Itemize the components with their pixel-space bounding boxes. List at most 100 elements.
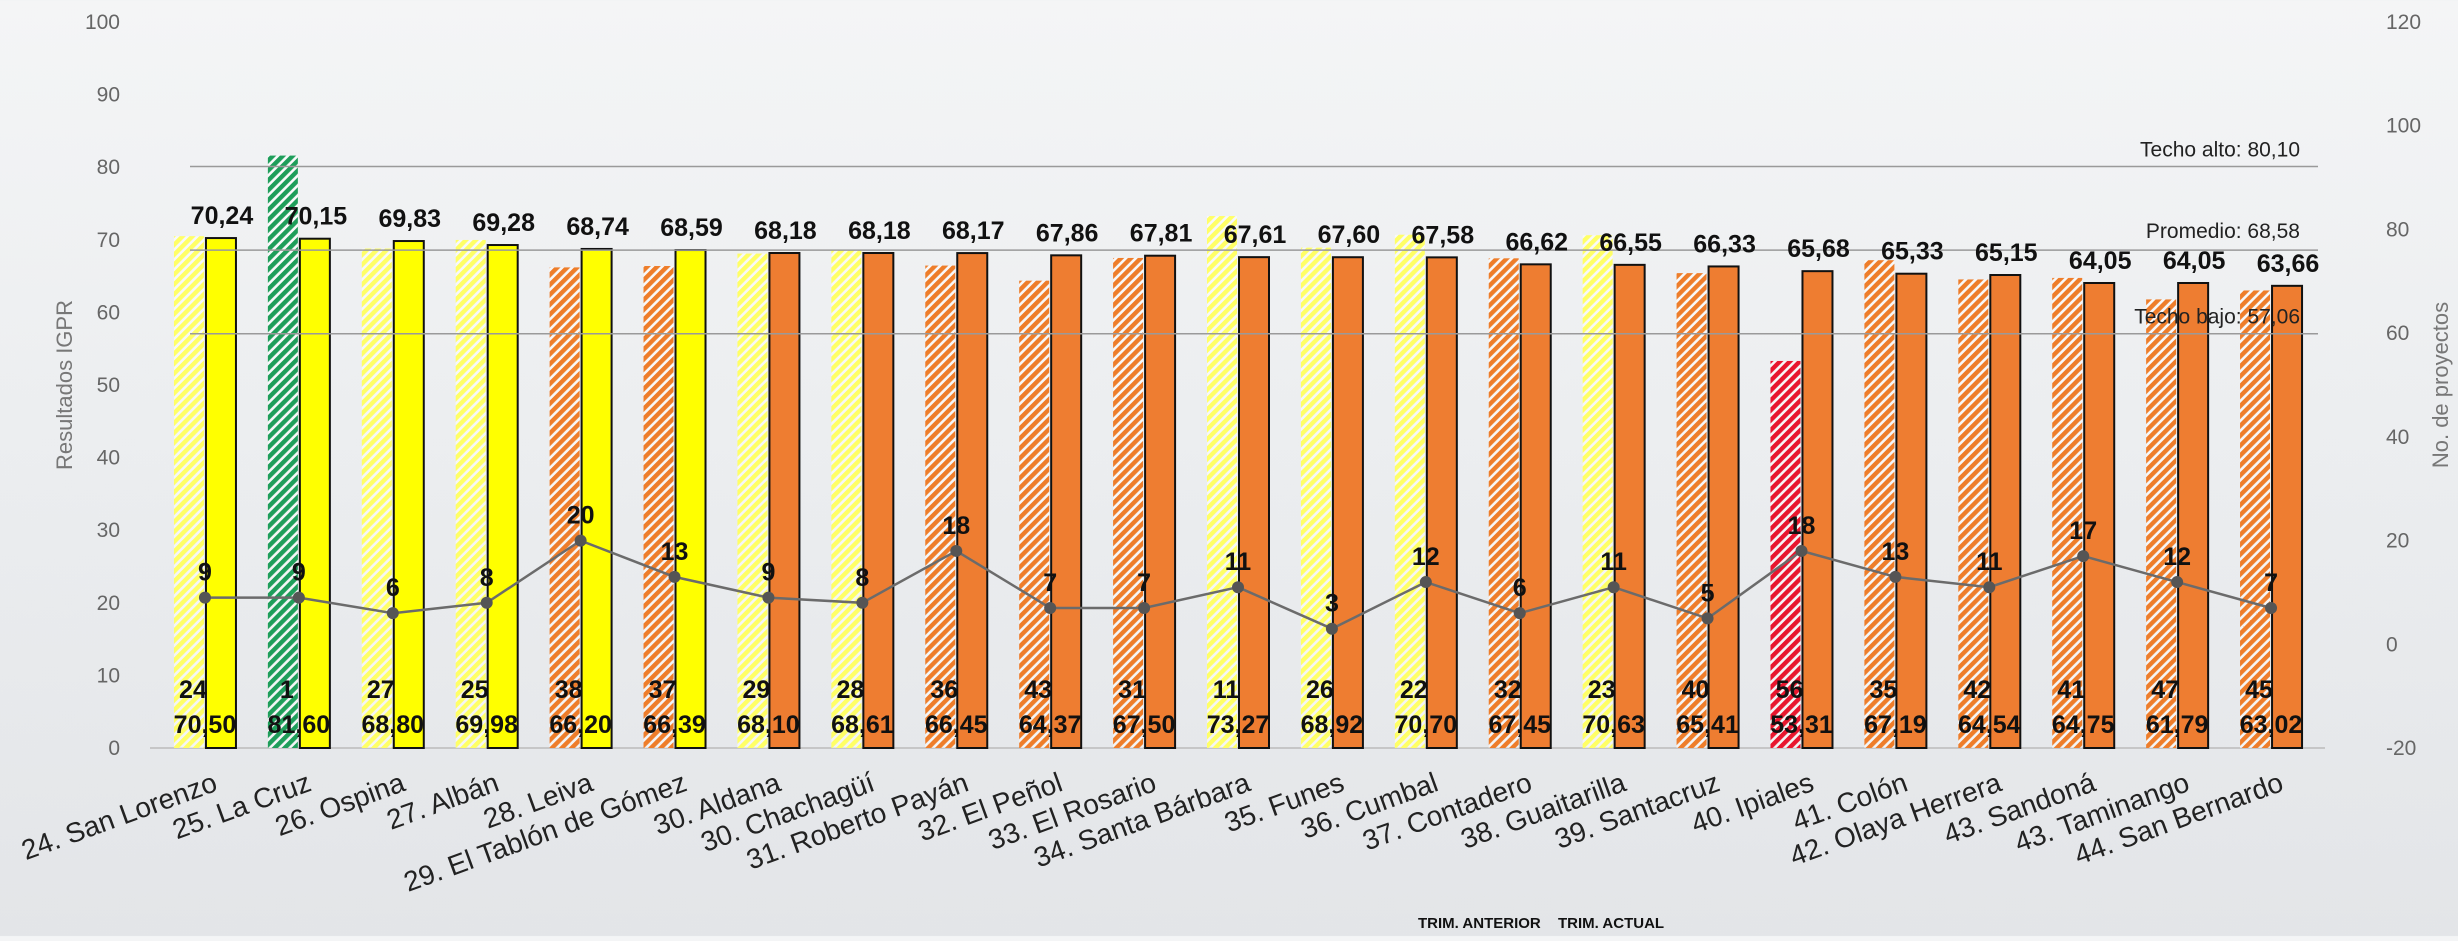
projects-point — [480, 596, 493, 609]
current-value-label: 70,15 — [285, 203, 348, 231]
bar-current-quarter — [1238, 256, 1270, 749]
prev-rank-label: 45 — [2245, 676, 2273, 704]
y-tick-label: 0 — [108, 737, 120, 760]
prev-rank-label: 23 — [1588, 676, 1616, 704]
prev-value-label: 67,50 — [1113, 711, 1176, 739]
prev-rank-label: 32 — [1494, 676, 1522, 704]
bar-prev-quarter — [1488, 258, 1519, 748]
bar-current-quarter — [1613, 263, 1646, 749]
y-tick-label: 100 — [85, 11, 120, 34]
bar-prev-quarter — [1300, 247, 1331, 748]
prev-value-label: 65,41 — [1676, 711, 1739, 739]
y-axis-title: Resultados IGPR — [52, 300, 77, 470]
prev-value-label: 70,63 — [1582, 711, 1645, 739]
bar-prev-quarter — [1958, 279, 1989, 748]
prev-value-label: 53,31 — [1770, 711, 1833, 739]
prev-rank-label: 37 — [649, 676, 677, 704]
bars-layer — [173, 155, 2304, 750]
bar-prev-quarter — [737, 253, 768, 748]
projects-value-label: 9 — [761, 559, 775, 587]
projects-value-label: 18 — [942, 512, 970, 540]
projects-point — [668, 570, 681, 583]
y-tick-label: 50 — [97, 374, 120, 397]
bar-current-quarter — [2083, 281, 2116, 749]
prev-value-label: 68,92 — [1301, 711, 1364, 739]
bar-prev-quarter — [1394, 234, 1425, 748]
prev-rank-label: 22 — [1400, 676, 1428, 704]
current-value-label: 69,28 — [472, 209, 535, 237]
bar-prev-quarter — [2146, 299, 2177, 748]
bar-current-quarter — [1144, 254, 1177, 749]
prev-rank-label: 56 — [1776, 676, 1804, 704]
y2-tick-label: 100 — [2386, 115, 2421, 138]
projects-value-label: 9 — [292, 559, 306, 587]
prev-rank-label: 41 — [2057, 676, 2085, 704]
prev-value-label: 73,27 — [1207, 711, 1270, 739]
projects-value-label: 7 — [1043, 569, 1057, 597]
projects-point — [1044, 601, 1057, 614]
projects-point — [1325, 622, 1338, 635]
prev-rank-label: 26 — [1306, 676, 1334, 704]
reference-lines-layer: Techo alto: 80,10 Promedio: 68,58 Techo ba… — [190, 138, 2318, 335]
projects-point — [2171, 576, 2184, 589]
prev-value-label: 68,80 — [362, 711, 425, 739]
projects-point — [1419, 576, 1432, 589]
prev-rank-label: 40 — [1682, 676, 1710, 704]
bar-current-quarter — [1895, 272, 1928, 749]
reference-line-label: Techo alto: 80,10 — [2140, 138, 2300, 161]
bar-prev-quarter — [831, 249, 862, 748]
legend: TRIM. ANTERIOR TRIM. ACTUAL — [1418, 915, 1664, 932]
projects-value-label: 6 — [1513, 574, 1527, 602]
projects-point — [1889, 570, 1902, 583]
current-value-label: 66,62 — [1505, 228, 1568, 256]
bar-prev-quarter — [1113, 257, 1144, 748]
projects-point — [574, 534, 587, 547]
prev-value-label: 64,75 — [2052, 711, 2115, 739]
current-value-label: 67,60 — [1318, 221, 1381, 249]
projects-value-label: 8 — [480, 564, 494, 592]
prev-value-label: 67,45 — [1488, 711, 1551, 739]
bar-current-quarter — [2177, 281, 2210, 749]
y-tick-label: 80 — [97, 156, 120, 179]
bar-prev-quarter — [549, 267, 580, 748]
bar-current-quarter — [1801, 270, 1834, 749]
legend-prev-label: TRIM. ANTERIOR — [1418, 915, 1541, 932]
y2-axis-title: No. de proyectos — [2428, 302, 2453, 468]
projects-point — [2077, 550, 2090, 563]
current-value-label: 68,18 — [848, 217, 911, 245]
prev-rank-label: 47 — [2151, 676, 2179, 704]
prev-rank-label: 25 — [461, 676, 489, 704]
projects-value-label: 11 — [1225, 548, 1252, 576]
projects-point — [386, 607, 399, 620]
y2-tick-label: -20 — [2386, 737, 2416, 760]
prev-rank-label: 38 — [555, 676, 583, 704]
prev-value-label: 66,45 — [925, 711, 988, 739]
projects-point — [2265, 601, 2278, 614]
projects-value-label: 13 — [1881, 538, 1909, 566]
projects-value-label: 7 — [2264, 569, 2278, 597]
bar-current-quarter — [1425, 256, 1458, 749]
bar-prev-quarter — [361, 248, 392, 748]
projects-point — [950, 544, 963, 557]
bar-current-quarter — [862, 252, 895, 749]
projects-point — [762, 591, 775, 604]
projects-point — [1232, 581, 1244, 594]
y2-tick-label: 20 — [2386, 530, 2409, 553]
prev-rank-label: 27 — [367, 676, 395, 704]
y-tick-label: 40 — [97, 447, 120, 470]
bar-prev-quarter — [267, 155, 298, 749]
projects-value-label: 6 — [386, 574, 400, 602]
y2-tick-label: 80 — [2386, 218, 2409, 241]
prev-value-label: 63,02 — [2240, 711, 2303, 739]
bar-current-quarter — [1989, 274, 2022, 749]
current-value-label: 63,66 — [2257, 250, 2320, 278]
current-value-label: 65,68 — [1787, 235, 1850, 263]
bar-prev-quarter — [2240, 290, 2271, 748]
projects-value-label: 7 — [1137, 569, 1151, 597]
prev-rank-label: 29 — [743, 676, 771, 704]
bar-prev-quarter — [643, 266, 674, 748]
bar-prev-quarter — [925, 265, 956, 748]
current-value-label: 68,74 — [566, 213, 629, 241]
prev-value-label: 67,19 — [1864, 711, 1927, 739]
